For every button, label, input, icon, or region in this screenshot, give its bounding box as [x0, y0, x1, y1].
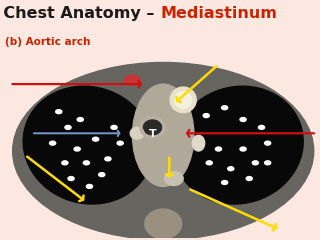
Circle shape: [246, 177, 252, 180]
Circle shape: [228, 167, 234, 171]
Circle shape: [86, 185, 92, 188]
Circle shape: [221, 180, 228, 185]
Circle shape: [203, 114, 209, 118]
Circle shape: [265, 161, 271, 165]
Ellipse shape: [132, 84, 194, 186]
Circle shape: [83, 161, 90, 165]
Circle shape: [240, 118, 246, 121]
Circle shape: [62, 161, 68, 165]
Text: (b) Aortic arch: (b) Aortic arch: [5, 37, 90, 47]
Ellipse shape: [175, 91, 192, 108]
Text: CT Chest Anatomy –: CT Chest Anatomy –: [0, 6, 160, 21]
Ellipse shape: [130, 127, 144, 139]
Circle shape: [197, 141, 203, 145]
Ellipse shape: [165, 172, 183, 186]
Circle shape: [125, 75, 140, 85]
Ellipse shape: [141, 118, 164, 137]
Circle shape: [65, 126, 71, 129]
Ellipse shape: [170, 87, 196, 113]
Ellipse shape: [145, 209, 182, 239]
Text: T: T: [148, 129, 156, 139]
Circle shape: [92, 137, 99, 141]
Circle shape: [240, 147, 246, 151]
Circle shape: [74, 147, 80, 151]
Ellipse shape: [23, 86, 153, 204]
Circle shape: [259, 126, 265, 129]
Circle shape: [221, 106, 228, 110]
Circle shape: [50, 141, 56, 145]
Circle shape: [265, 141, 271, 145]
Circle shape: [206, 161, 212, 165]
Circle shape: [56, 110, 62, 114]
Circle shape: [117, 141, 123, 145]
Circle shape: [252, 161, 259, 165]
Ellipse shape: [174, 86, 303, 204]
Circle shape: [215, 147, 221, 151]
Circle shape: [99, 173, 105, 177]
Circle shape: [111, 126, 117, 129]
Ellipse shape: [13, 62, 314, 240]
Text: Mediastinum: Mediastinum: [160, 6, 277, 21]
Circle shape: [68, 177, 74, 180]
Ellipse shape: [192, 135, 205, 151]
Circle shape: [77, 118, 83, 121]
Circle shape: [105, 157, 111, 161]
